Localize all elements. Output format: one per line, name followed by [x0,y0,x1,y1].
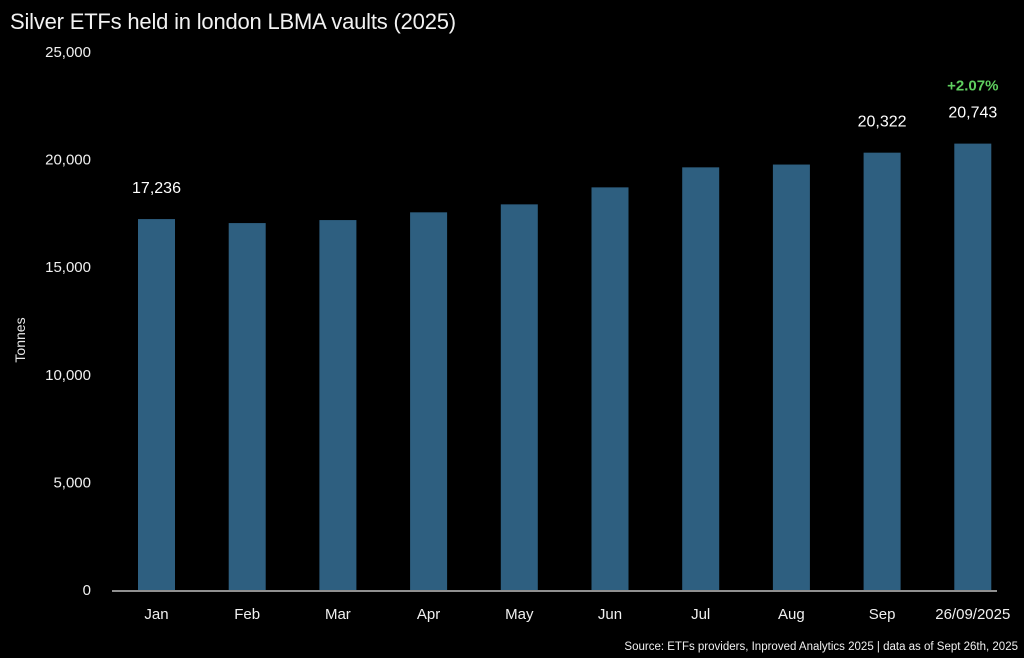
data-label: 20,322 [858,114,907,131]
x-tick-label: Apr [417,606,440,623]
change-annotation: +2.07% [947,78,998,95]
x-tick-label: Jun [598,606,622,623]
x-tick-label: Mar [325,606,351,623]
x-tick-label: Jul [691,606,710,623]
bar-apr [410,212,448,590]
source-note: Source: ETFs providers, Inproved Analyti… [624,641,1018,653]
data-label: 17,236 [132,180,181,197]
bar-mar [319,220,357,590]
x-tick-label: Feb [234,606,260,623]
x-tick-label: 26/09/2025 [935,606,1010,623]
bar-may [500,204,538,590]
bar-aug [772,164,810,590]
y-tick-label: 5,000 [53,474,91,491]
x-tick-label: May [505,606,534,623]
bar-jun [591,187,629,591]
bar-feb [228,223,266,591]
bar-sep [863,152,901,590]
y-tick-label: 15,000 [45,259,91,276]
x-tick-label: Aug [778,606,805,623]
y-tick-label: 20,000 [45,152,91,169]
y-tick-label: 0 [83,582,91,599]
chart-title: Silver ETFs held in london LBMA vaults (… [10,9,456,34]
bar-26-09-2025 [954,143,992,590]
bar-jan [138,219,175,590]
y-tick-label: 10,000 [45,367,91,384]
y-tick-label: 25,000 [45,44,91,61]
x-tick-label: Jan [144,606,168,623]
bar-jul [682,167,720,590]
data-label: 20,743 [948,105,997,122]
x-tick-label: Sep [869,606,896,623]
